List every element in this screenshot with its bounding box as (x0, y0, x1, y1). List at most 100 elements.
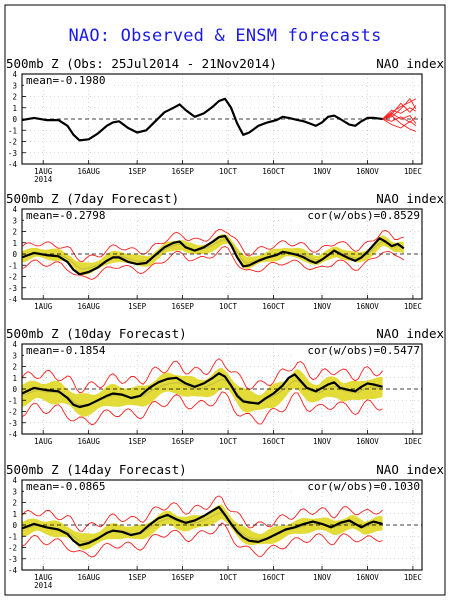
ensemble-max-line (21, 358, 383, 394)
panel-title: 500mb Z (Obs: 25Jul2014 - 21Nov2014) (6, 56, 277, 71)
x-tick-label: 1DEC (404, 573, 422, 582)
y-tick-label: 4 (12, 340, 17, 349)
figure-border (4, 4, 446, 596)
mean-label: mean=-0.1980 (26, 74, 105, 87)
y-tick-label: -4 (8, 566, 18, 575)
y-tick-label: 1 (12, 374, 17, 383)
ensemble-max-line (21, 229, 404, 263)
x-tick-label: 1NOV (313, 573, 332, 582)
mean-label: mean=-0.2798 (26, 209, 105, 222)
x-tick-label: 1SEP (128, 167, 147, 176)
y-tick-label: -3 (8, 284, 17, 293)
y-tick-label: 2 (12, 499, 17, 508)
x-tick-label: 1OCT (219, 573, 238, 582)
observed-line (21, 234, 405, 276)
y-tick-label: 2 (12, 363, 17, 372)
y-tick-label: 0 (12, 521, 17, 530)
stats-label-bg (24, 75, 112, 86)
ensemble-mean-line (21, 239, 405, 270)
index-label: NAO index (376, 191, 444, 206)
forecast-member-line (382, 115, 417, 132)
ensemble-min-line (21, 246, 405, 280)
forecast-member-line (382, 98, 417, 120)
x-tick-label: 16AUG (77, 437, 100, 446)
y-tick-label: -3 (8, 419, 17, 428)
forecast-member-line (382, 102, 417, 120)
y-tick-label: 4 (12, 476, 17, 485)
y-tick-label: 4 (12, 70, 17, 79)
x-tick-label: 16AUG (77, 573, 100, 582)
x-tick-label: 16SEP (171, 437, 194, 446)
x-tick-label: 16NOV (356, 573, 379, 582)
stats-label-bg (24, 481, 112, 492)
y-tick-label: 1 (12, 510, 17, 519)
y-tick-label: 2 (12, 228, 17, 237)
ensemble-min-line (21, 522, 383, 558)
y-tick-label: 4 (12, 205, 17, 214)
x-tick-label: 16NOV (356, 437, 379, 446)
y-tick-label: -4 (8, 295, 18, 304)
corr-label-bg (294, 345, 421, 356)
correlation-label: cor(w/obs)=0.1030 (307, 480, 420, 493)
y-tick-label: -1 (8, 261, 17, 270)
panel-title: 500mb Z (10day Forecast) (6, 326, 187, 341)
forecast-member-line (382, 107, 417, 120)
y-tick-label: -3 (8, 149, 17, 158)
x-tick-label: 16SEP (171, 167, 194, 176)
corr-label-bg (294, 481, 421, 492)
observed-line (21, 505, 383, 547)
x-tick-label: 1AUG (34, 302, 53, 311)
stats-label-bg (24, 345, 112, 356)
y-tick-label: 3 (12, 81, 17, 90)
x-tick-label: 1OCT (219, 437, 238, 446)
figure-title: NAO: Observed & ENSM forecasts (68, 26, 382, 46)
y-tick-label: 2 (12, 93, 17, 102)
ensemble-min-line (21, 391, 383, 426)
x-tick-label: 1NOV (313, 302, 332, 311)
x-tick-label: 1AUG (34, 573, 53, 582)
x-tick-label: 16NOV (356, 302, 379, 311)
forecast-member-line (382, 118, 417, 129)
panel-4: 500mb Z (14day Forecast) NAO index 4 3 2 1 0 -1… (6, 462, 444, 590)
y-tick-label: 3 (12, 351, 17, 360)
y-tick-label: 3 (12, 216, 17, 225)
x-tick-label: 1SEP (128, 437, 147, 446)
x-tick-label: 16SEP (171, 573, 194, 582)
x-tick-label: 1DEC (404, 167, 422, 176)
panel-3: 500mb Z (10day Forecast) NAO index 4 3 2 1 0 -1… (6, 326, 444, 446)
panel-title: 500mb Z (7day Forecast) (6, 191, 179, 206)
y-tick-label: -1 (8, 396, 17, 405)
x-tick-label: 1AUG (34, 437, 53, 446)
y-tick-label: -3 (8, 555, 17, 564)
observed-line (21, 97, 383, 142)
x-tick-label: 1SEP (128, 302, 147, 311)
y-tick-label: 0 (12, 115, 17, 124)
correlation-label: cor(w/obs)=0.5477 (307, 344, 420, 357)
stats-label-bg (24, 210, 112, 221)
x-tick-label: 1NOV (313, 437, 332, 446)
y-tick-label: -4 (8, 430, 18, 439)
x-tick-label: 1OCT (219, 302, 238, 311)
x-tick-label: 16OCT (262, 437, 285, 446)
x-tick-label: 1NOV (313, 167, 332, 176)
y-tick-label: 0 (12, 385, 17, 394)
forecast-member-line (382, 98, 417, 120)
index-label: NAO index (376, 326, 444, 341)
index-label: NAO index (376, 462, 444, 477)
x-tick-year-label: 2014 (34, 175, 53, 184)
x-tick-label: 16AUG (77, 167, 100, 176)
x-tick-label: 16OCT (262, 573, 285, 582)
x-tick-label: 1SEP (128, 573, 147, 582)
x-tick-label: 1DEC (404, 302, 422, 311)
correlation-label: cor(w/obs)=0.8529 (307, 209, 420, 222)
forecast-member-line (382, 116, 417, 123)
y-tick-label: -2 (8, 273, 17, 282)
corr-label-bg (294, 210, 421, 221)
index-label: NAO index (376, 56, 444, 71)
y-tick-label: -2 (8, 138, 17, 147)
y-tick-label: 3 (12, 487, 17, 496)
forecast-member-line (382, 112, 417, 124)
panel-2: 500mb Z (7day Forecast) NAO index 4 3 2 1 0 -1 -… (6, 191, 444, 311)
x-tick-year-label: 2014 (34, 581, 53, 590)
